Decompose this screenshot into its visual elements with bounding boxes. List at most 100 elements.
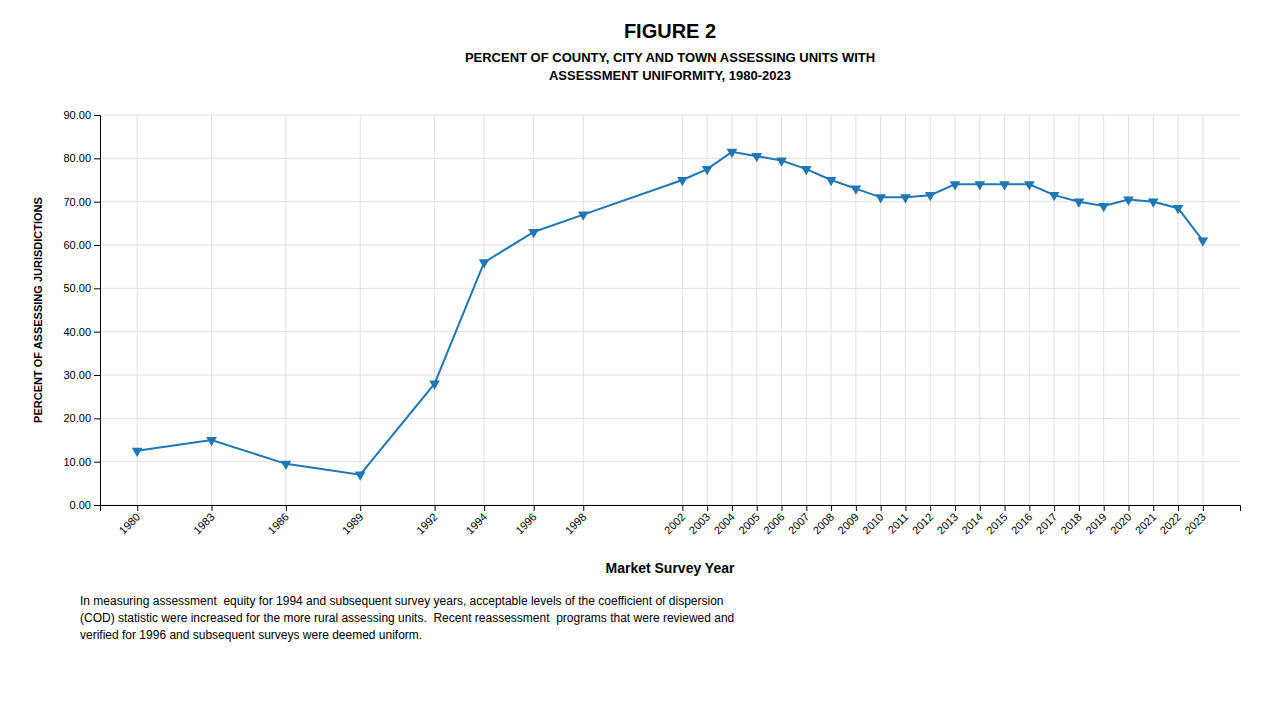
tick-label: 0.00 <box>70 499 91 511</box>
tick-mark <box>94 288 100 289</box>
tick-mark <box>732 505 733 511</box>
marker <box>776 157 787 166</box>
tick: 40.00 <box>63 326 100 338</box>
tick: 80.00 <box>63 152 100 164</box>
tick-label: 1989 <box>340 511 366 537</box>
y-axis-title: PERCENT OF ASSESSING JURISDICTIONS <box>32 197 44 423</box>
tick-label: 2002 <box>662 511 688 537</box>
tick: 1980 <box>117 505 143 536</box>
tick: 1998 <box>563 505 589 536</box>
tick-mark <box>360 505 361 511</box>
tick-label: 2020 <box>1108 511 1134 537</box>
marker <box>1049 192 1060 201</box>
marker <box>528 229 539 238</box>
tick-mark <box>94 418 100 419</box>
tick-label: 2012 <box>910 511 936 537</box>
tick-mark <box>1203 505 1204 511</box>
tick-label: 60.00 <box>63 239 91 251</box>
y-axis: 0.0010.0020.0030.0040.0050.0060.0070.008… <box>63 109 100 511</box>
marker <box>826 177 837 186</box>
grid-line <box>1202 115 1203 505</box>
grid-line <box>100 418 1240 419</box>
tick-label: 2018 <box>1058 511 1084 537</box>
tick-label: 1994 <box>463 511 489 537</box>
tick-mark <box>930 505 931 511</box>
tick: 2009 <box>835 505 861 536</box>
marker <box>355 472 366 481</box>
tick-label: 2003 <box>687 511 713 537</box>
tick: 1989 <box>340 505 366 536</box>
marker <box>429 381 440 390</box>
tick-mark <box>707 505 708 511</box>
marker <box>1098 203 1109 212</box>
tick-label: 2021 <box>1133 511 1159 537</box>
tick: 2015 <box>984 505 1010 536</box>
grid-line <box>100 375 1240 376</box>
tick: 2019 <box>1083 505 1109 536</box>
tick-mark <box>94 332 100 333</box>
marker <box>132 448 143 457</box>
tick-label: 2014 <box>959 511 985 537</box>
grid-line <box>682 115 683 505</box>
tick-label: 2008 <box>810 511 836 537</box>
tick-mark <box>94 158 100 159</box>
tick: 2021 <box>1133 505 1159 536</box>
marker <box>1123 196 1134 205</box>
footnote: In measuring assessment equity for 1994 … <box>80 594 723 608</box>
grid-line <box>855 115 856 505</box>
tick-mark <box>881 505 882 511</box>
grid-line <box>100 115 1240 116</box>
tick-label: 70.00 <box>63 196 91 208</box>
marker <box>999 181 1010 190</box>
grid-line <box>533 115 534 505</box>
tick-label: 2019 <box>1083 511 1109 537</box>
tick-mark <box>905 505 906 511</box>
grid-line <box>137 115 138 505</box>
tick: 30.00 <box>63 369 100 381</box>
tick: 0.00 <box>70 499 100 511</box>
marker <box>850 186 861 195</box>
grid-line <box>880 115 881 505</box>
footnote: verified for 1996 and subsequent surveys… <box>80 628 422 642</box>
tick-label: 90.00 <box>63 109 91 121</box>
tick: 2023 <box>1182 505 1208 536</box>
tick-mark <box>94 375 100 376</box>
tick: 2003 <box>687 505 713 536</box>
chart: FIGURE 2PERCENT OF COUNTY, CITY AND TOWN… <box>0 0 1280 720</box>
marker <box>206 437 217 446</box>
line <box>137 152 1203 475</box>
grid-line <box>781 115 782 505</box>
grid-line <box>756 115 757 505</box>
marker <box>1197 238 1208 247</box>
tick: 2012 <box>910 505 936 536</box>
tick-mark <box>757 505 758 511</box>
tick-mark <box>94 115 100 116</box>
footnote: (COD) statistic were increased for the m… <box>80 611 734 625</box>
grid-line <box>979 115 980 505</box>
tick-mark <box>782 505 783 511</box>
tick: 1986 <box>265 505 291 536</box>
tick-label: 2006 <box>761 511 787 537</box>
tick-label: 30.00 <box>63 369 91 381</box>
marker <box>1074 199 1085 208</box>
tick: 90.00 <box>63 109 100 121</box>
tick: 1992 <box>414 505 440 536</box>
marker <box>875 194 886 203</box>
x-axis: 1980198319861989199219941996199820022003… <box>101 505 1241 536</box>
tick-mark <box>94 245 100 246</box>
grid-line <box>1004 115 1005 505</box>
tick-label: 2022 <box>1157 511 1183 537</box>
tick: 10.00 <box>63 456 100 468</box>
grid-line <box>905 115 906 505</box>
grid-line <box>434 115 435 505</box>
tick-mark <box>94 505 100 506</box>
grid-line <box>100 288 1240 289</box>
marker <box>578 212 589 221</box>
axis-line <box>94 116 101 506</box>
tick: 2013 <box>934 505 960 536</box>
marker <box>900 194 911 203</box>
tick-label: 40.00 <box>63 326 91 338</box>
marker <box>479 259 490 268</box>
tick-mark <box>806 505 807 511</box>
subtitle: PERCENT OF COUNTY, CITY AND TOWN ASSESSI… <box>465 50 875 65</box>
